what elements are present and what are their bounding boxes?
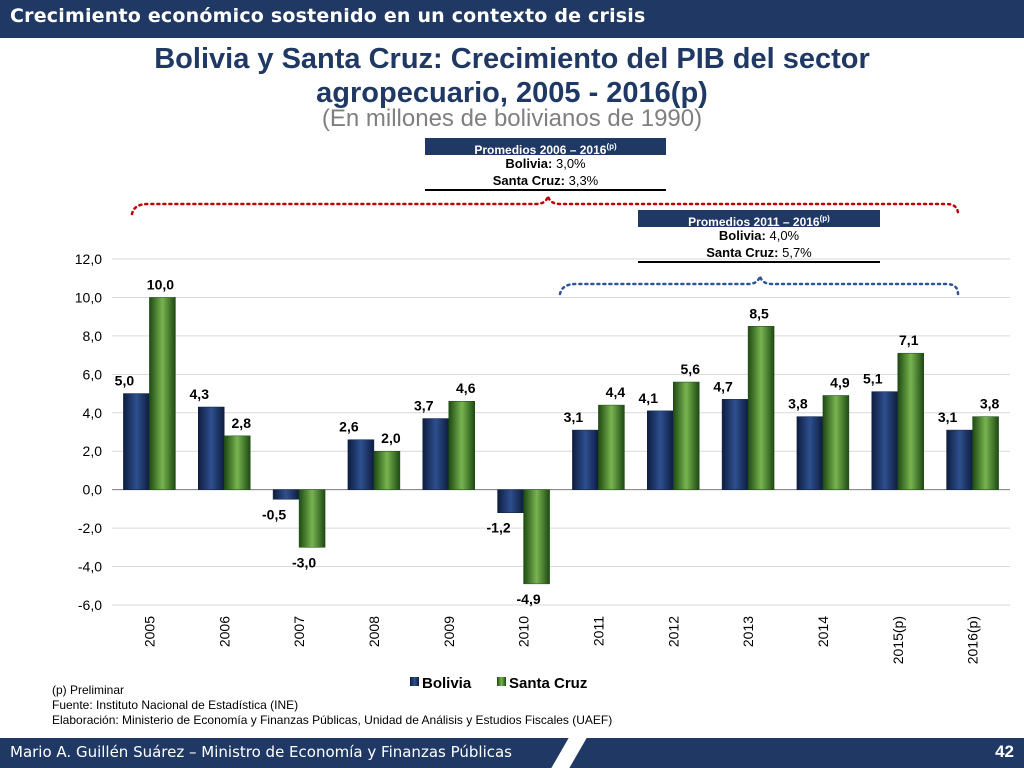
bar-bolivia [871,391,898,490]
y-tick-label: 8,0 [83,328,103,344]
legend-bolivia-label: Bolivia [422,675,472,692]
data-label-bolivia: 2,6 [339,419,359,435]
x-tick-label: 2015(p) [890,616,906,664]
bar-santa-cruz [298,489,326,548]
bar-bolivia [721,399,749,490]
bar-bolivia [572,429,599,490]
data-label-bolivia: 3,1 [564,409,584,425]
averages-bolivia: Bolivia: 3,0% [505,156,586,171]
bar-santa-cruz [897,352,924,490]
data-label-santa-cruz: 2,0 [381,430,401,446]
page-number: 42 [995,742,1014,761]
legend: Bolivia Santa Cruz [410,675,587,692]
averages-santa-cruz: Santa Cruz: 5,7% [638,244,880,263]
y-tick-label: -2,0 [78,520,102,536]
bar-bolivia [422,418,449,490]
x-tick-label: 2007 [291,616,307,647]
bracket-2006-2016 [130,195,960,216]
x-tick-label: 2012 [665,616,681,647]
y-tick-label: 6,0 [83,366,103,382]
data-label-santa-cruz: 5,6 [681,361,701,377]
section-header-bar: Crecimiento económico sostenido en un co… [0,0,1024,38]
bar-bolivia [647,410,674,490]
bar-santa-cruz [673,381,700,490]
footer-bar: Mario A. Guillén Suárez – Ministro de Ec… [0,738,1024,768]
bar-bolivia [272,489,300,500]
y-tick-label: -4,0 [78,559,102,575]
y-tick-label: 0,0 [83,482,103,498]
averages-box-2006-2016: Promedios 2006 – 2016(p) Bolivia: 3,0% S… [425,138,666,191]
y-tick-label: 2,0 [83,443,103,459]
bar-bolivia [796,416,824,490]
x-tick-label: 2013 [740,616,756,647]
data-label-bolivia: 4,3 [190,386,210,402]
bar-santa-cruz [972,416,999,490]
data-label-santa-cruz: 3,8 [980,396,1000,412]
data-label-santa-cruz: 4,4 [606,384,626,400]
y-tick-label: 12,0 [75,251,102,267]
section-title: Crecimiento económico sostenido en un co… [10,5,646,27]
data-label-bolivia: 4,1 [639,390,659,406]
chart-notes: (p) Preliminar Fuente: Instituto Naciona… [52,683,612,728]
bar-santa-cruz [149,297,176,490]
chart-title-line2: agropecuario, 2005 - 2016(p) [316,77,708,109]
averages-box-2011-2016: Promedios 2011 – 2016(p) Bolivia: 4,0% S… [638,210,880,263]
averages-bolivia: Bolivia: 4,0% [718,228,800,243]
data-label-santa-cruz: 8,5 [749,305,769,321]
note-preliminary: (p) Preliminar [52,683,125,697]
bracket-2011-2016 [558,275,960,296]
bar-santa-cruz [448,400,475,490]
chart-title-line1: Bolivia y Santa Cruz: Crecimiento del PI… [154,43,870,75]
data-label-bolivia: -1,2 [487,520,511,536]
x-tick-label: 2005 [141,616,157,647]
averages-box-header: Promedios 2011 – 2016(p) [638,210,880,229]
x-tick-label: 2009 [441,616,457,647]
data-label-bolivia: 3,7 [414,398,434,414]
averages-santa-cruz: Santa Cruz: 3,3% [425,172,666,191]
bar-bolivia [347,439,375,490]
x-tick-label: 2014 [815,616,831,647]
x-tick-label: 2016(p) [965,616,981,664]
legend-santa-cruz-label: Santa Cruz [509,675,587,692]
legend-santa-cruz-swatch [497,677,506,686]
data-label-santa-cruz: 10,0 [147,276,174,292]
data-label-santa-cruz: -3,0 [292,554,316,570]
data-label-bolivia: 5,0 [115,373,135,389]
data-label-bolivia: -0,5 [262,506,286,522]
data-label-santa-cruz: 4,9 [830,374,850,390]
data-label-santa-cruz: -4,9 [517,591,541,607]
bar-santa-cruz [523,489,550,585]
bar-santa-cruz [747,326,775,490]
bar-bolivia [123,393,150,490]
bar-santa-cruz [822,395,850,490]
y-tick-label: -6,0 [78,597,102,613]
bar-santa-cruz [373,450,401,490]
bar-santa-cruz [598,404,625,490]
y-tick-label: 10,0 [75,289,102,305]
x-tick-label: 2008 [366,616,382,647]
bar-santa-cruz [224,435,251,490]
bar-bolivia [497,489,524,513]
x-tick-label: 2006 [216,616,232,647]
x-tick-label: 2010 [516,616,532,647]
bar-bolivia [198,406,225,490]
footer-author: Mario A. Guillén Suárez – Ministro de Ec… [10,743,512,761]
data-label-bolivia: 3,8 [788,396,808,412]
data-label-bolivia: 3,1 [938,409,958,425]
y-tick-label: 4,0 [83,405,103,421]
data-label-santa-cruz: 2,8 [232,415,252,431]
note-source: Fuente: Instituto Nacional de Estadístic… [52,698,299,712]
x-tick-label: 2011 [590,616,606,646]
bar-bolivia [946,429,973,490]
data-label-bolivia: 4,7 [713,378,733,394]
legend-bolivia-swatch [410,677,419,686]
data-label-bolivia: 5,1 [863,371,883,387]
data-label-santa-cruz: 4,6 [456,380,476,396]
averages-box-header: Promedios 2006 – 2016(p) [425,138,666,157]
note-elaboration: Elaboración: Ministerio de Economía y Fi… [52,713,613,727]
data-label-santa-cruz: 7,1 [899,332,919,348]
chart-subtitle: (En millones de bolivianos de 1990) [321,105,703,132]
footer-divider [551,738,587,768]
